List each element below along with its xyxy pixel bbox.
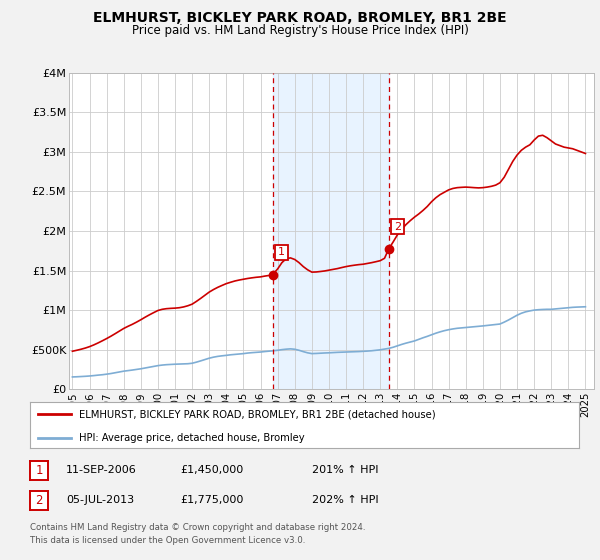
- Text: 11-SEP-2006: 11-SEP-2006: [66, 465, 137, 475]
- Text: 2: 2: [394, 222, 401, 232]
- Text: 202% ↑ HPI: 202% ↑ HPI: [312, 494, 379, 505]
- Text: 2: 2: [35, 493, 43, 507]
- Text: HPI: Average price, detached house, Bromley: HPI: Average price, detached house, Brom…: [79, 433, 305, 443]
- Text: ELMHURST, BICKLEY PARK ROAD, BROMLEY, BR1 2BE: ELMHURST, BICKLEY PARK ROAD, BROMLEY, BR…: [93, 11, 507, 25]
- Text: £1,775,000: £1,775,000: [180, 494, 244, 505]
- Bar: [272, 73, 389, 389]
- Text: £1,450,000: £1,450,000: [180, 465, 243, 475]
- Text: 1: 1: [278, 248, 285, 258]
- Text: 05-JUL-2013: 05-JUL-2013: [66, 494, 134, 505]
- Text: Contains HM Land Registry data © Crown copyright and database right 2024.: Contains HM Land Registry data © Crown c…: [30, 523, 365, 532]
- Text: ELMHURST, BICKLEY PARK ROAD, BROMLEY, BR1 2BE (detached house): ELMHURST, BICKLEY PARK ROAD, BROMLEY, BR…: [79, 409, 436, 419]
- Text: Price paid vs. HM Land Registry's House Price Index (HPI): Price paid vs. HM Land Registry's House …: [131, 24, 469, 36]
- Text: 201% ↑ HPI: 201% ↑ HPI: [312, 465, 379, 475]
- Text: This data is licensed under the Open Government Licence v3.0.: This data is licensed under the Open Gov…: [30, 536, 305, 545]
- Text: 1: 1: [35, 464, 43, 478]
